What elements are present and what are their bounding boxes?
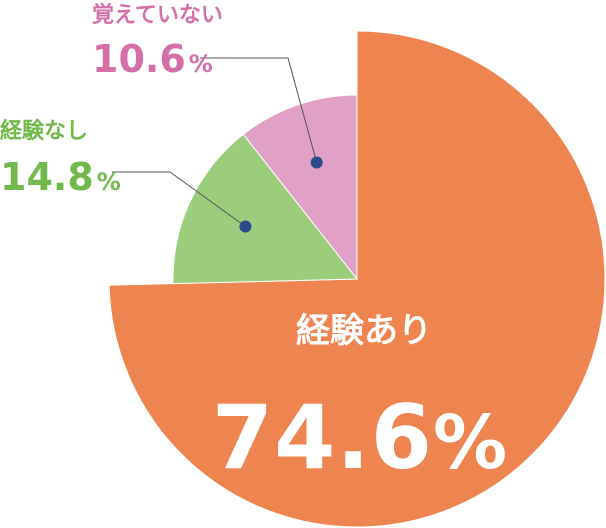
slice-value-unit: % <box>97 168 121 196</box>
slice-value-number: 74.6 <box>212 386 433 489</box>
slice-value-experienced: 74.6% <box>212 386 508 489</box>
leader-no-experience-dot <box>239 220 252 233</box>
slice-value-number: 10.6 <box>92 37 186 81</box>
slice-value-number: 14.8 <box>0 155 94 199</box>
slice-value-no-experience: 14.8% <box>0 155 121 199</box>
slice-value-unit: % <box>189 50 213 78</box>
leader-dont-remember-dot <box>310 156 323 169</box>
pie-slice-no-experience <box>172 133 359 285</box>
leader-dont-remember-line <box>200 57 318 163</box>
slice-label-dont-remember: 覚えていない <box>92 2 223 28</box>
slice-value-dont-remember: 10.6% <box>92 37 213 81</box>
slice-value-unit: % <box>433 400 508 486</box>
leader-no-experience-line <box>112 171 246 227</box>
pie-slices <box>108 30 606 528</box>
slice-label-experienced: 経験あり <box>296 311 432 351</box>
slice-label-no-experience: 経験なし <box>0 118 88 144</box>
leader-lines <box>112 57 323 233</box>
pie-slice-dont-remember <box>242 94 358 281</box>
